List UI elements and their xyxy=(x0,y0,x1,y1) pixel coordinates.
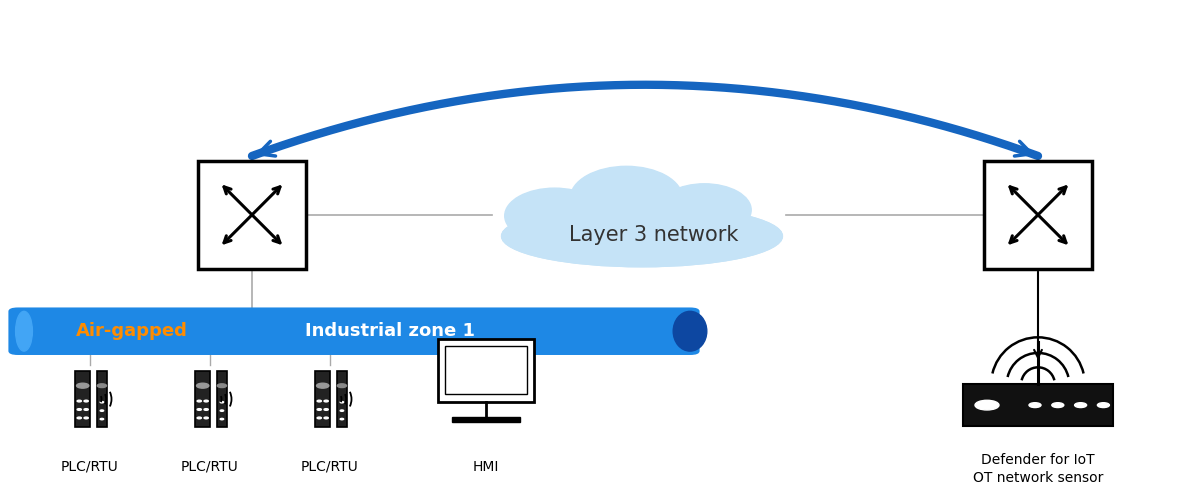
Text: HMI: HMI xyxy=(473,459,499,472)
Circle shape xyxy=(337,384,347,388)
Circle shape xyxy=(317,383,329,388)
Bar xyxy=(445,347,527,394)
Bar xyxy=(964,384,1114,426)
Text: PLC/RTU: PLC/RTU xyxy=(181,459,239,472)
Circle shape xyxy=(340,410,343,411)
Circle shape xyxy=(324,409,329,410)
Circle shape xyxy=(204,400,209,402)
Ellipse shape xyxy=(505,189,605,244)
Bar xyxy=(438,339,534,402)
Circle shape xyxy=(220,419,223,420)
Circle shape xyxy=(220,402,223,403)
FancyBboxPatch shape xyxy=(8,308,700,355)
Circle shape xyxy=(340,419,343,420)
Circle shape xyxy=(220,410,223,411)
Bar xyxy=(452,417,520,422)
Text: PLC/RTU: PLC/RTU xyxy=(301,459,359,472)
Circle shape xyxy=(77,400,82,402)
Circle shape xyxy=(100,419,103,420)
Circle shape xyxy=(1030,403,1042,408)
Circle shape xyxy=(84,400,89,402)
Bar xyxy=(76,372,90,427)
Bar xyxy=(336,372,347,427)
Text: Industrial zone 1: Industrial zone 1 xyxy=(305,321,475,340)
Bar xyxy=(198,162,306,269)
Circle shape xyxy=(1098,403,1110,408)
Circle shape xyxy=(204,409,209,410)
Circle shape xyxy=(974,400,998,410)
Ellipse shape xyxy=(502,206,782,267)
Circle shape xyxy=(324,400,329,402)
Bar xyxy=(216,372,227,427)
Circle shape xyxy=(197,417,202,419)
Ellipse shape xyxy=(502,206,782,267)
Bar xyxy=(196,372,210,427)
Ellipse shape xyxy=(623,189,710,238)
Circle shape xyxy=(317,409,322,410)
Text: Layer 3 network: Layer 3 network xyxy=(569,225,739,245)
Text: Air-gapped: Air-gapped xyxy=(76,321,188,340)
Bar xyxy=(96,372,107,427)
Circle shape xyxy=(197,383,209,388)
Circle shape xyxy=(84,409,89,410)
Circle shape xyxy=(77,409,82,410)
Circle shape xyxy=(1052,403,1064,408)
Circle shape xyxy=(204,417,209,419)
Circle shape xyxy=(100,402,103,403)
Circle shape xyxy=(97,384,107,388)
Circle shape xyxy=(317,400,322,402)
Circle shape xyxy=(217,384,227,388)
Ellipse shape xyxy=(570,167,683,231)
Ellipse shape xyxy=(673,312,707,351)
Text: PLC/RTU: PLC/RTU xyxy=(61,459,119,472)
Circle shape xyxy=(100,410,103,411)
Circle shape xyxy=(340,402,343,403)
Circle shape xyxy=(317,417,322,419)
Circle shape xyxy=(1075,403,1087,408)
Circle shape xyxy=(324,417,329,419)
Circle shape xyxy=(197,400,202,402)
Circle shape xyxy=(77,417,82,419)
Bar xyxy=(984,162,1092,269)
Bar xyxy=(316,372,330,427)
Circle shape xyxy=(197,409,202,410)
Ellipse shape xyxy=(16,312,32,351)
Ellipse shape xyxy=(658,184,751,237)
Circle shape xyxy=(77,383,89,388)
Text: Defender for IoT
OT network sensor: Defender for IoT OT network sensor xyxy=(973,452,1103,484)
Circle shape xyxy=(84,417,89,419)
